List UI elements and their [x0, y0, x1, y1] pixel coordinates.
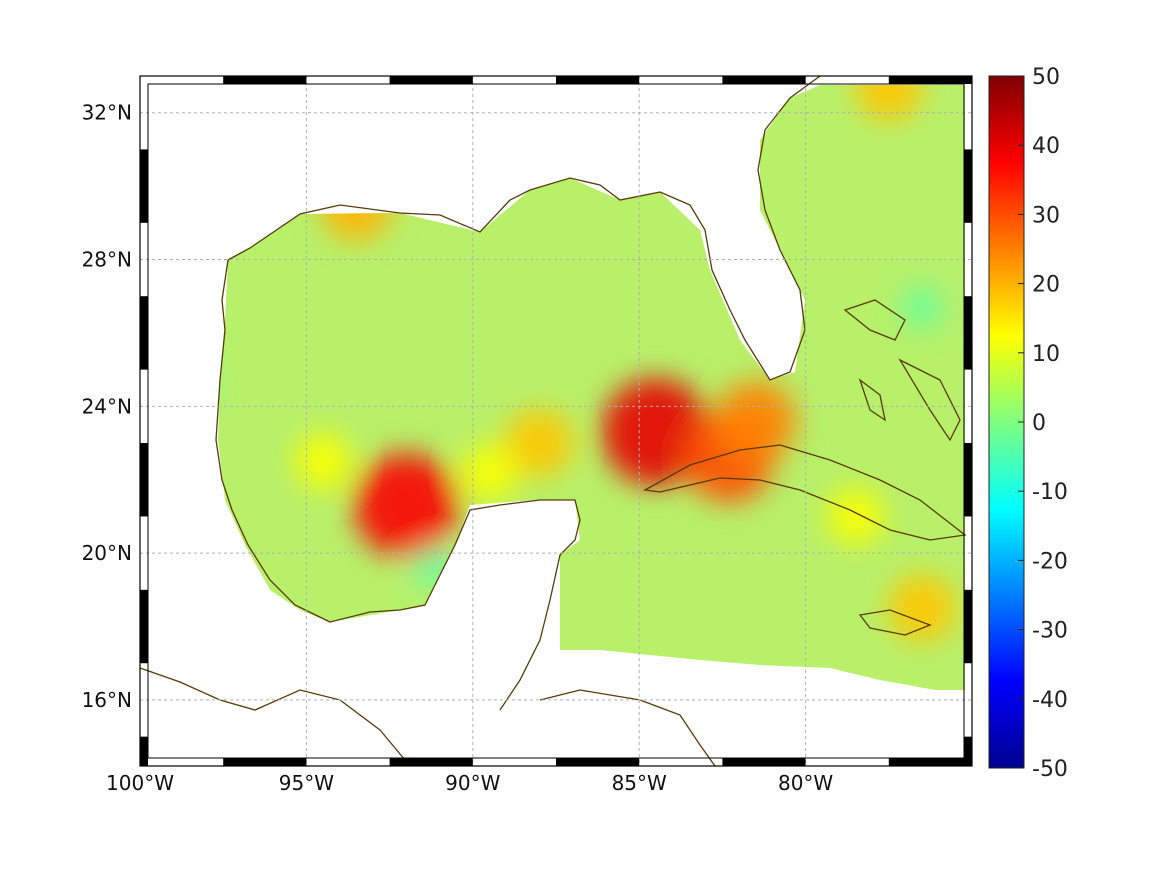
latitude-tick-label: 16°N [82, 688, 132, 712]
colorbar-tick-label: 20 [1032, 273, 1060, 298]
frame-band [722, 76, 806, 84]
longitude-tick-label: 100°W [106, 771, 174, 795]
mexico-coastline [215, 259, 581, 711]
colorbar-tick-label: -40 [1032, 688, 1068, 713]
colorbar-tick-label: 40 [1032, 134, 1060, 159]
longitude-tick-label: 80°W [778, 771, 833, 795]
frame-band [140, 149, 148, 223]
frame-band [964, 296, 972, 370]
colorbar-tick-label: -50 [1032, 757, 1068, 782]
field-anomaly-spot [320, 168, 393, 241]
colorbar-tick-label: 30 [1032, 203, 1060, 228]
colorbar-tick-label: 0 [1032, 411, 1046, 436]
latitude-tick-label: 20°N [82, 541, 132, 565]
latitude-tick-label: 32°N [82, 101, 132, 125]
field-anomaly-spot [354, 453, 459, 558]
frame-band [389, 758, 473, 766]
cuba-coastline [642, 444, 967, 541]
colorbar-tick-labels: 50 40 30 20 10 0 -10 -20 -30 -40 -50 [1018, 65, 1068, 782]
latitude-tick-label: 28°N [82, 248, 132, 272]
colorbar-tick-label: 50 [1032, 65, 1060, 90]
frame-band [140, 443, 148, 517]
gulf-coastline [227, 75, 821, 381]
frame-band [722, 758, 806, 766]
field-anomaly-spot [170, 368, 210, 408]
field-anomaly-spot [601, 378, 710, 487]
colorbar-tick-label: -20 [1032, 549, 1068, 574]
frame-band [223, 76, 307, 84]
bahamas-coastline [843, 299, 961, 442]
field-anomaly-spot [460, 443, 519, 502]
frame-band [964, 736, 972, 766]
field-anomaly-spot [854, 85, 923, 122]
latitude-tick-labels: 16°N 20°N 24°N 28°N 32°N [82, 101, 132, 712]
colorbar-tick-label: -30 [1032, 619, 1068, 644]
longitude-tick-labels: 100°W 95°W 90°W 85°W 80°W [106, 771, 833, 795]
longitude-tick-label: 95°W [279, 771, 334, 795]
field-anomaly-spot [901, 286, 943, 328]
frame-band [964, 589, 972, 664]
colorbar-tick-label: 10 [1032, 342, 1060, 367]
frame-band [888, 758, 972, 766]
field-anomaly-spot [294, 432, 352, 491]
frame-band [888, 76, 972, 84]
honduras-coastline [539, 689, 716, 767]
field-anomaly-spot [887, 573, 957, 643]
jamaica-coastline [858, 609, 932, 636]
colorbar: 50 40 30 20 10 0 -10 -20 -30 -40 -50 [988, 65, 1068, 782]
anomaly-field [170, 85, 965, 690]
field-anomaly-spot [715, 380, 797, 462]
colorbar-tick-label: -10 [1032, 480, 1068, 505]
frame-band [140, 296, 148, 370]
longitude-tick-label: 90°W [445, 771, 500, 795]
frame-band [389, 76, 473, 84]
frame-band [140, 736, 148, 766]
frame-band [556, 76, 640, 84]
frame-band [556, 758, 640, 766]
central-america-coastline [139, 667, 411, 767]
longitude-tick-label: 85°W [612, 771, 667, 795]
latitude-tick-label: 24°N [82, 394, 132, 418]
field-anomaly-spot [826, 487, 885, 546]
field-anomaly-spot [505, 408, 574, 478]
frame-band [223, 758, 307, 766]
frame-band [140, 589, 148, 664]
frame-band [964, 149, 972, 223]
frame-band [964, 443, 972, 517]
map-frame [139, 75, 973, 767]
grid-lines [140, 76, 972, 766]
coastlines [139, 75, 967, 767]
